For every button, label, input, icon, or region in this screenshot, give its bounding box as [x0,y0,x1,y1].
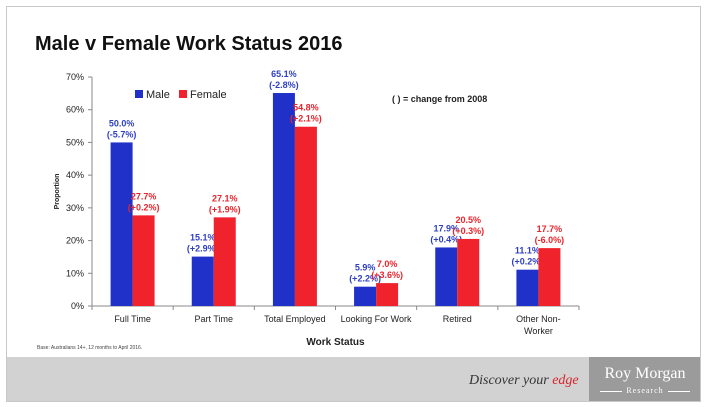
data-label-female: 20.5% [455,215,481,225]
data-label-female: 27.7% [131,191,157,201]
data-label-female: 17.7% [537,224,563,234]
legend-swatch-female [179,90,187,98]
change-label-male: (-5.7%) [107,129,137,139]
brand-sub: Research [591,386,699,395]
bar-female [376,283,399,306]
bar-male [435,247,458,306]
y-tick-label: 30% [66,203,84,213]
bar-male [272,93,295,306]
bar-female [213,217,236,306]
y-tick-label: 10% [66,268,84,278]
x-tick-label-line: Retired [443,314,472,324]
y-tick-label: 70% [66,72,84,82]
change-label-female: (+2.1%) [290,114,322,124]
legend-label-male: Male [146,89,170,101]
x-tick-label: Total Employed [264,314,326,324]
y-tick-label: 50% [66,137,84,147]
change-note: ( ) = change from 2008 [392,94,487,104]
x-tick-label: Retired [443,314,472,324]
change-label-female: (+3.6%) [371,270,403,280]
x-tick-label: Looking For Work [341,314,412,324]
bar-male [110,142,133,306]
chart-title: Male v Female Work Status 2016 [35,33,343,55]
bar-female [132,215,155,306]
data-label-female: 27.1% [212,193,238,203]
x-tick-label-line: Part Time [194,314,233,324]
change-label-female: (+0.2%) [128,202,160,212]
data-label-male: 5.9% [355,263,376,273]
bar-male [191,256,214,306]
tagline-accent: edge [552,373,579,388]
bar-female [294,126,317,307]
change-label-male: (+2.9%) [187,244,219,254]
footer-bar [7,357,700,401]
change-label-female: (-6.0%) [535,235,565,245]
brand-logo: Roy Morgan [604,365,686,382]
change-label-male: (+2.2%) [349,274,381,284]
change-label-female: (+0.3%) [452,226,484,236]
data-label-male: 65.1% [271,69,297,79]
chart: 0% 10% 20% 30% 40% 50% 60% 70% Proportion Full Ti… [37,69,580,351]
base-footnote: Base: Australians 14+, 12 months to Apri… [37,345,142,351]
x-tick-label-line: Other Non- [516,314,561,324]
bar-female [457,238,480,306]
x-tick-label: Part Time [194,314,233,324]
data-label-female: 54.8% [293,103,319,113]
change-label-male: (-2.8%) [269,80,299,90]
y-tick-label: 0% [71,301,84,311]
data-label-female: 7.0% [377,259,398,269]
x-tick-label: Other Non- Worker [516,314,561,336]
x-tick-label-line: Worker [524,326,553,336]
data-label-male: 50.0% [109,118,135,128]
x-tick-label: Full Time [114,314,151,324]
tagline: Discover your edge [469,373,579,389]
change-label-female: (+1.9%) [209,204,241,214]
data-label-male: 11.1% [515,246,540,256]
data-label-male: 17.9% [433,223,459,233]
x-tick-label-line: Full Time [114,314,151,324]
x-tick-label-line: Total Employed [264,314,326,324]
legend-label-female: Female [190,89,227,101]
y-axis-label: Proportion [54,174,61,210]
y-tick-label: 60% [66,105,84,115]
bar-female [538,248,561,306]
change-label-male: (+0.4%) [430,234,462,244]
change-label-male: (+0.2%) [512,257,544,267]
x-tick-label-line: Looking For Work [341,314,412,324]
y-tick-label: 20% [66,236,84,246]
bar-male [516,269,539,306]
tagline-prefix: Discover your [469,373,553,388]
y-tick-label: 40% [66,170,84,180]
bar-male [354,286,377,306]
x-axis-label: Work Status [306,337,365,348]
slide: Male v Female Work Status 2016 0% 10% 20% 3… [6,6,701,402]
data-label-male: 15.1% [190,233,216,243]
legend-swatch-male [135,90,143,98]
